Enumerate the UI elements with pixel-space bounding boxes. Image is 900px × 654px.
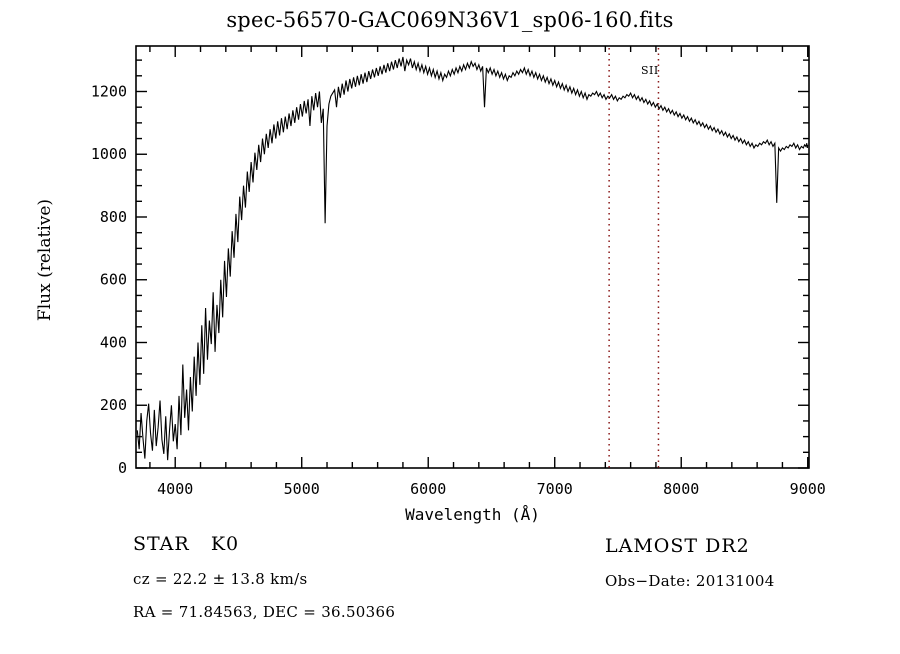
y-tick-label: 800 bbox=[100, 208, 127, 226]
y-tick-label: 200 bbox=[100, 396, 127, 414]
y-tick-label: 1000 bbox=[91, 145, 127, 163]
x-tick-label: 5000 bbox=[284, 480, 320, 498]
x-axis-label: Wavelength (Å) bbox=[405, 505, 540, 524]
y-tick-label: 1200 bbox=[91, 82, 127, 100]
footer-object-type: STAR K0 bbox=[133, 533, 240, 555]
y-tick-label: 0 bbox=[118, 459, 127, 477]
x-tick-label: 4000 bbox=[157, 480, 193, 498]
x-tick-label: 7000 bbox=[537, 480, 573, 498]
annotation-sii-label: SII bbox=[641, 64, 659, 77]
page-title: spec-56570-GAC069N36V1_sp06-160.fits bbox=[226, 8, 674, 32]
y-tick-label: 600 bbox=[100, 271, 127, 289]
footer-survey: LAMOST DR2 bbox=[605, 535, 750, 557]
x-tick-label: 9000 bbox=[790, 480, 826, 498]
x-tick-label: 6000 bbox=[410, 480, 446, 498]
footer-spectral-class: K0 bbox=[210, 533, 240, 555]
spectrum-trace bbox=[136, 56, 809, 461]
y-axis-label: Flux (relative) bbox=[35, 198, 56, 322]
y-tick-label: 400 bbox=[100, 333, 127, 351]
footer-obs-date: Obs−Date: 20131004 bbox=[605, 572, 775, 590]
footer-cz: cz = 22.2 ± 13.8 km/s bbox=[133, 570, 308, 588]
footer-coordinates: RA = 71.84563, DEC = 36.50366 bbox=[133, 603, 396, 621]
plot-frame bbox=[135, 45, 810, 469]
x-tick-label: 8000 bbox=[663, 480, 699, 498]
